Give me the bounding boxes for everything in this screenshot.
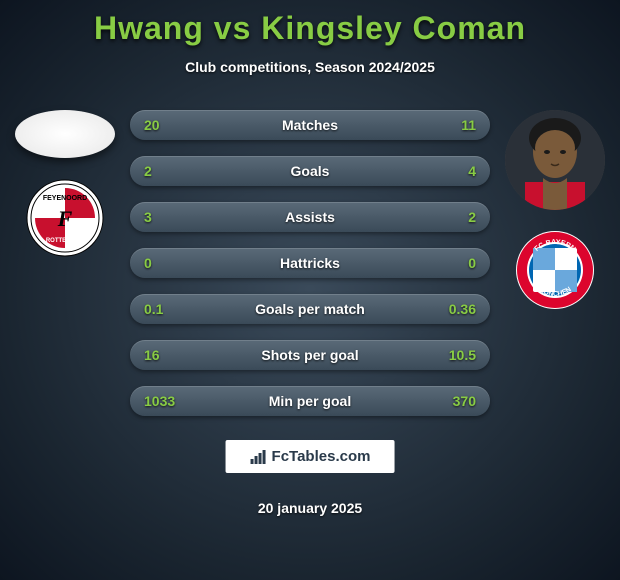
player-right-column: FC BAYERN MÜNCHEN [500,110,610,310]
stat-row: 20Matches11 [130,110,490,140]
stat-value-left: 0 [144,255,152,271]
stat-value-right: 4 [468,163,476,179]
stat-label: Goals [130,163,490,179]
stat-label: Shots per goal [130,347,490,363]
stat-value-right: 11 [461,117,476,133]
chart-bar-icon [250,450,268,464]
stat-value-left: 20 [144,117,160,133]
player-left-column: FEYENOORD ROTTERDAM F [10,110,120,258]
player-right-photo [505,110,605,210]
stat-value-right: 2 [468,209,476,225]
stat-label: Matches [130,117,490,133]
stat-value-right: 0 [468,255,476,271]
stat-label: Min per goal [130,393,490,409]
watermark: FcTables.com [226,440,395,473]
comparison-subtitle: Club competitions, Season 2024/2025 [0,59,620,75]
stat-value-right: 0.36 [449,301,476,317]
stat-row: 0.1Goals per match0.36 [130,294,490,324]
stat-label: Hattricks [130,255,490,271]
stat-value-right: 370 [453,393,476,409]
comparison-title: Hwang vs Kingsley Coman [0,0,620,47]
svg-text:ROTTERDAM: ROTTERDAM [46,238,84,244]
stats-container: 20Matches112Goals43Assists20Hattricks00.… [130,110,490,432]
stat-label: Goals per match [130,301,490,317]
stat-value-left: 0.1 [144,301,163,317]
svg-text:FEYENOORD: FEYENOORD [43,195,87,202]
stat-row: 2Goals4 [130,156,490,186]
stat-row: 3Assists2 [130,202,490,232]
stat-value-left: 2 [144,163,152,179]
watermark-text: FcTables.com [272,448,371,465]
stat-value-left: 16 [144,347,160,363]
svg-text:F: F [57,206,73,231]
stat-row: 0Hattricks0 [130,248,490,278]
stat-value-right: 10.5 [449,347,476,363]
comparison-date: 20 january 2025 [0,500,620,516]
club-badge-left: FEYENOORD ROTTERDAM F [25,178,105,258]
player-left-photo [15,110,115,158]
stat-row: 1033Min per goal370 [130,386,490,416]
stat-row: 16Shots per goal10.5 [130,340,490,370]
stat-value-left: 1033 [144,393,175,409]
club-badge-right: FC BAYERN MÜNCHEN [515,230,595,310]
stat-label: Assists [130,209,490,225]
stat-value-left: 3 [144,209,152,225]
